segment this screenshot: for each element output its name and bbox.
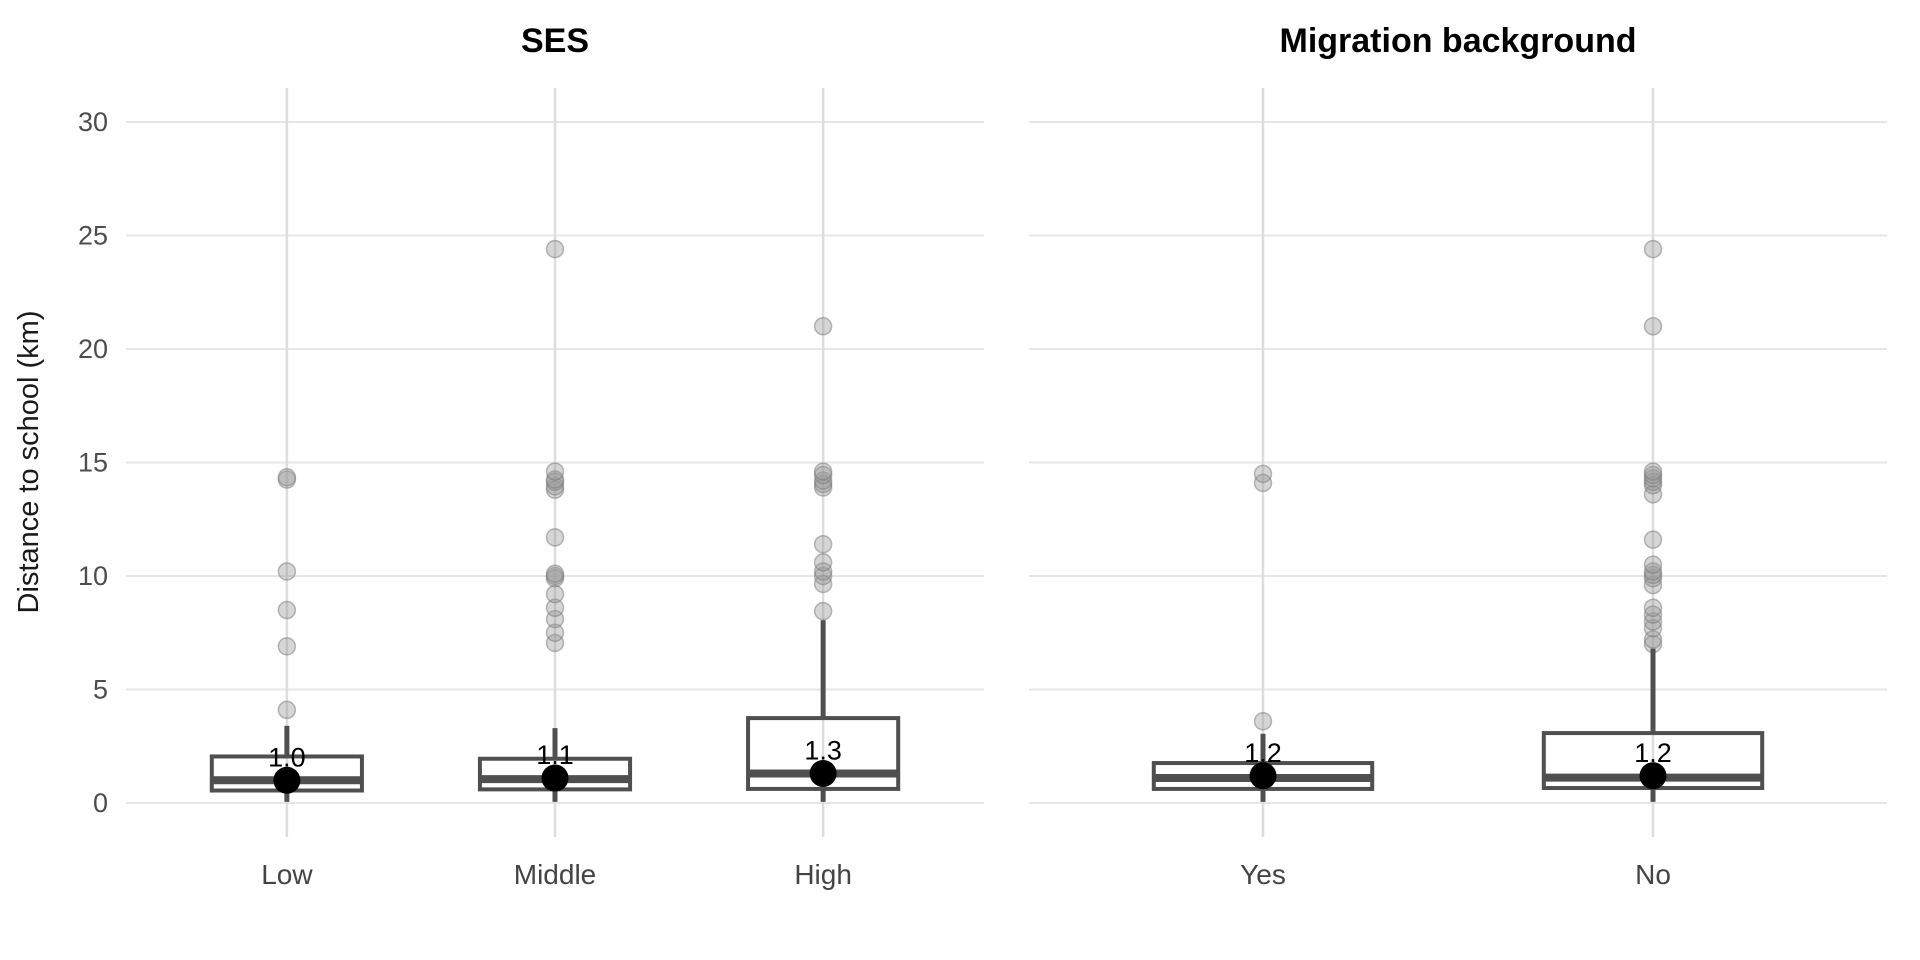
y-tick-label: 5 — [93, 675, 108, 705]
x-category-label: No — [1635, 859, 1671, 890]
outlier-point — [1643, 605, 1663, 624]
y-tick-label: 15 — [78, 448, 108, 478]
outlier-point — [277, 468, 297, 487]
outlier-point — [545, 598, 565, 618]
outlier-point — [545, 477, 565, 496]
outlier-point — [277, 600, 297, 620]
outlier-point — [1643, 618, 1663, 638]
outlier-point — [813, 553, 833, 572]
mean-point — [809, 759, 837, 787]
mean-point — [1639, 762, 1667, 790]
x-category-label: Middle — [514, 859, 596, 890]
outlier-point — [1643, 239, 1663, 259]
panel-title: SES — [521, 22, 589, 60]
outlier-point — [545, 239, 565, 259]
y-tick-label: 20 — [78, 334, 108, 364]
outlier-point — [1643, 598, 1663, 618]
mean-label: 1.3 — [804, 735, 842, 765]
outlier-point — [1643, 612, 1663, 631]
y-axis-title: Distance to school (km) — [13, 311, 45, 614]
outlier-point — [813, 534, 833, 554]
x-category-label: Yes — [1240, 859, 1286, 890]
outlier-point — [1643, 317, 1663, 336]
y-tick-label: 10 — [78, 561, 108, 591]
outlier-point — [545, 623, 565, 642]
outlier-point — [1643, 555, 1663, 574]
outlier-point — [545, 528, 565, 547]
y-tick-label: 0 — [93, 788, 108, 818]
outlier-point — [1643, 530, 1663, 549]
outlier-point — [1253, 712, 1273, 731]
outlier-point — [545, 633, 565, 653]
box-iqr — [746, 716, 901, 791]
outlier-point — [813, 317, 833, 336]
outlier-point — [545, 462, 565, 481]
outlier-point — [1643, 462, 1663, 481]
x-category-label: High — [794, 859, 852, 890]
outlier-point — [1253, 464, 1273, 484]
outlier-point — [813, 462, 833, 481]
outlier-point — [545, 564, 565, 583]
y-tick-label: 25 — [78, 221, 108, 251]
outlier-point — [1643, 575, 1663, 595]
outlier-point — [277, 562, 297, 581]
mean-point — [273, 766, 301, 794]
mean-label: 1.2 — [1634, 738, 1672, 768]
outlier-point — [277, 637, 297, 656]
mean-label: 1.1 — [536, 740, 574, 770]
x-category-label: Low — [261, 859, 313, 890]
mean-point — [1249, 762, 1277, 790]
outlier-point — [813, 601, 833, 621]
y-tick-label: 30 — [78, 107, 108, 137]
outlier-point — [277, 700, 297, 720]
outlier-point — [545, 584, 565, 604]
outlier-point — [813, 566, 833, 586]
panel-title: Migration background — [1280, 22, 1637, 60]
mean-point — [541, 764, 569, 792]
mean-label: 1.0 — [268, 742, 306, 772]
outlier-point — [1643, 562, 1663, 581]
mean-label: 1.2 — [1244, 738, 1282, 768]
